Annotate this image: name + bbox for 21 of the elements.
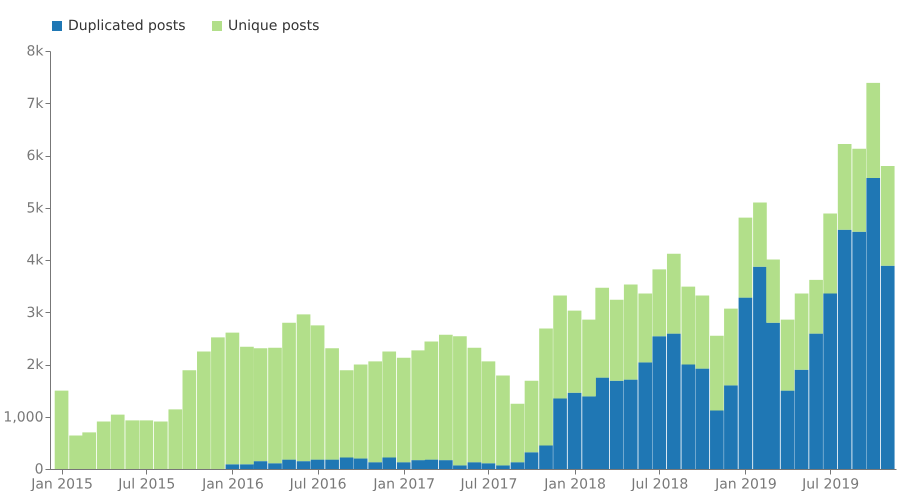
x-tick-label: Jan 2016 — [201, 476, 264, 491]
y-tick-label: 7k — [26, 96, 44, 112]
x-tick-label: Jul 2015 — [117, 476, 176, 491]
y-tick-label: 2k — [26, 357, 44, 373]
x-tick-label: Jan 2018 — [543, 476, 606, 491]
x-tick-label: Jan 2017 — [372, 476, 436, 491]
x-tick-label: Jul 2019 — [801, 476, 860, 491]
y-tick-label: 3k — [26, 304, 44, 321]
y-tick-label: 8k — [26, 44, 44, 60]
y-tick-label: 0 — [34, 462, 44, 478]
x-tick-label: Jan 2015 — [30, 476, 93, 491]
y-tick-label: 6k — [26, 148, 44, 164]
y-tick-label: 4k — [26, 252, 44, 268]
y-tick-label: 5k — [26, 200, 44, 216]
x-tick-label: Jul 2016 — [288, 476, 347, 491]
y-tick-label: 1,000 — [3, 409, 44, 426]
x-tick-label: Jul 2017 — [459, 476, 518, 491]
x-tick-label: Jul 2018 — [630, 476, 688, 491]
legend-label: Unique posts — [228, 18, 320, 34]
x-tick-label: Jan 2019 — [714, 476, 777, 491]
legend-label: Duplicated posts — [68, 18, 186, 34]
